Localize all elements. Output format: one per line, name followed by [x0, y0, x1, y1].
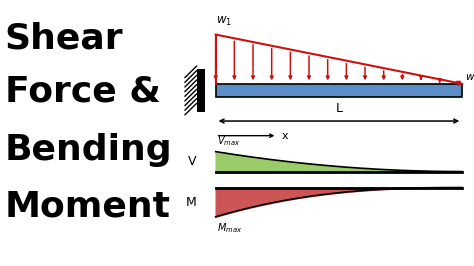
Text: Moment: Moment [5, 189, 171, 223]
Text: L: L [336, 102, 342, 115]
Text: x: x [282, 131, 289, 141]
Text: Bending: Bending [5, 133, 173, 167]
Text: $w_2 = 0$: $w_2 = 0$ [465, 70, 474, 84]
Text: M: M [186, 196, 197, 209]
Text: $M_{max}$: $M_{max}$ [217, 222, 242, 235]
Bar [216, 84, 462, 97]
Text: Shear: Shear [5, 22, 123, 56]
Text: Force &: Force & [5, 75, 161, 109]
Bar [197, 69, 205, 112]
Text: V: V [188, 155, 197, 168]
Text: $V_{max}$: $V_{max}$ [217, 135, 240, 148]
Text: $w_1$: $w_1$ [216, 15, 232, 28]
